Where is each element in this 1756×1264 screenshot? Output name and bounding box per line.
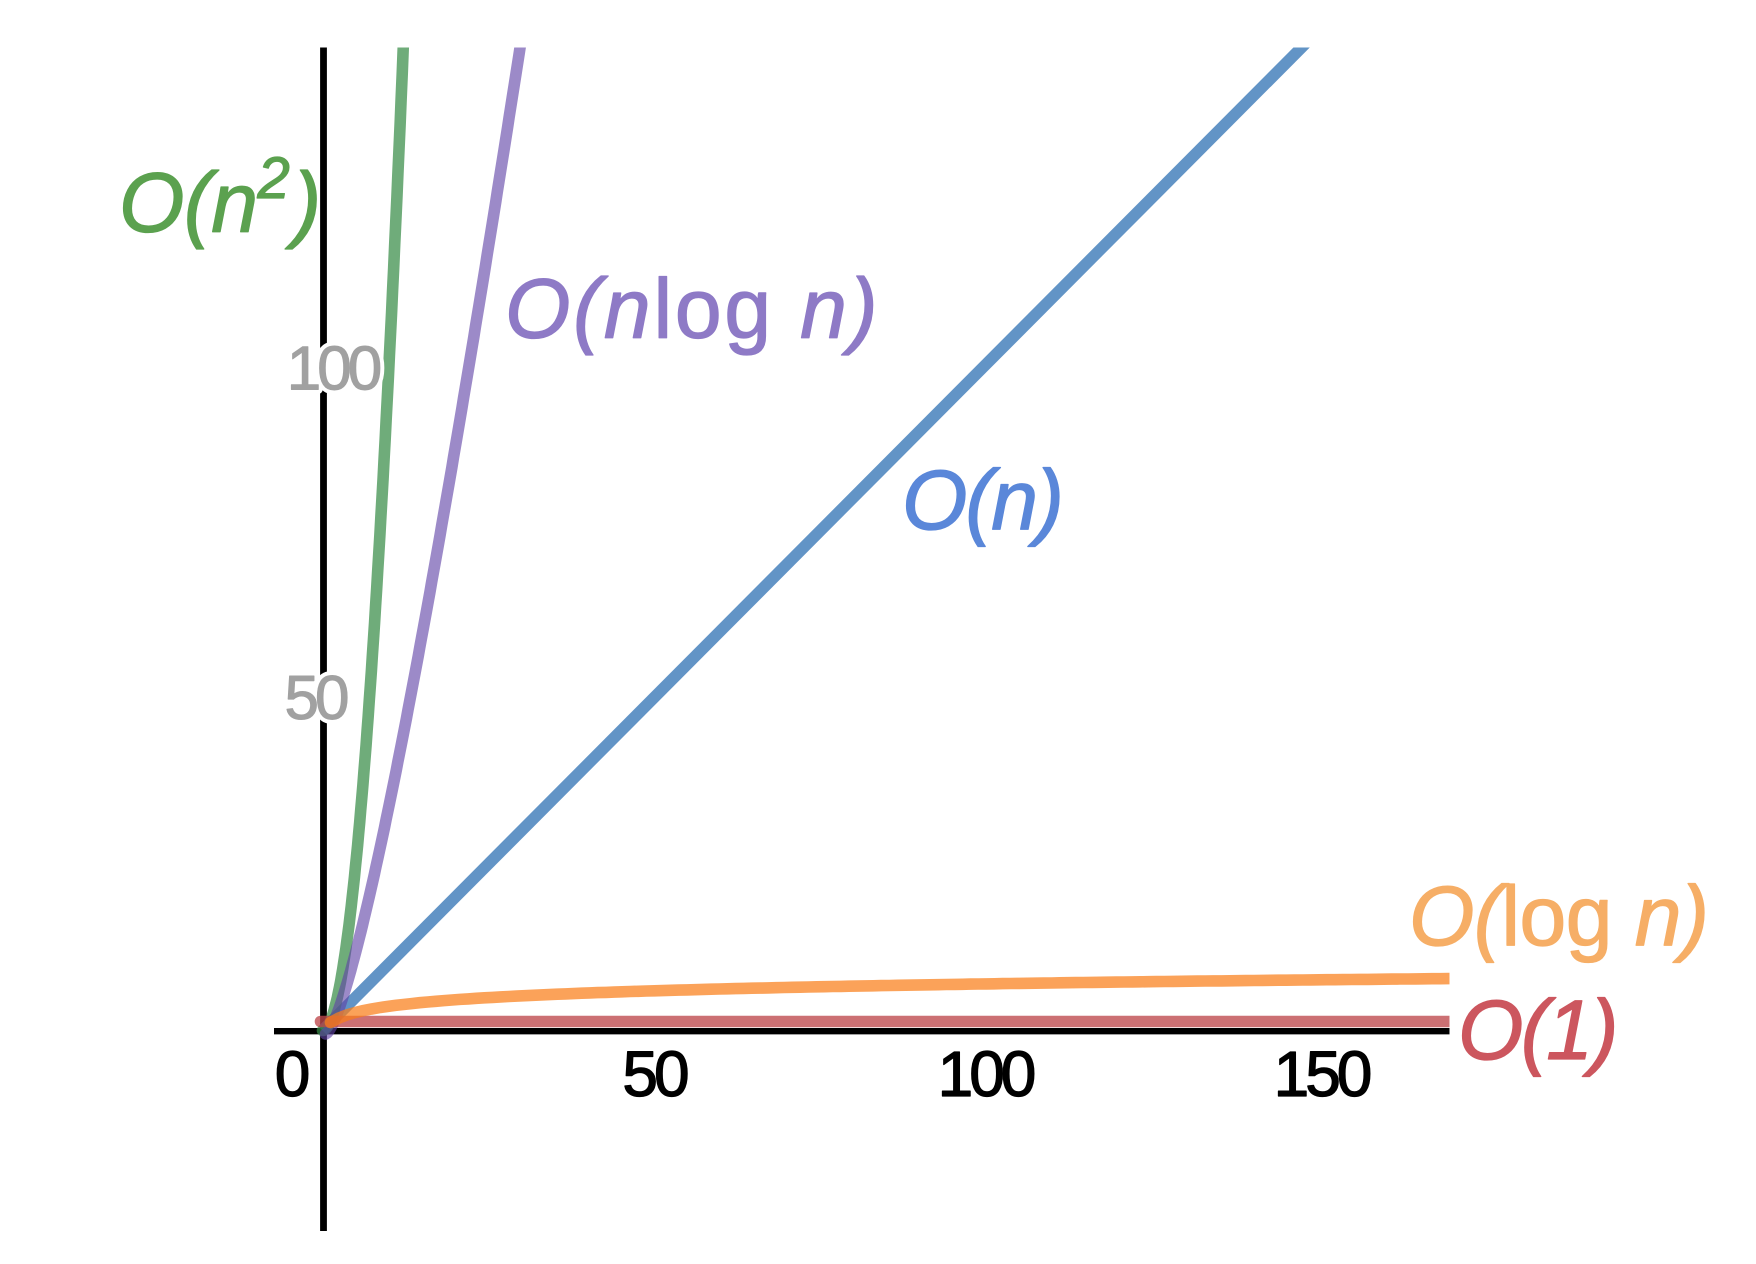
svg-text:O(n): O(n) <box>902 453 1062 547</box>
svg-text:150: 150 <box>1274 1038 1371 1110</box>
svg-text:50: 50 <box>622 1038 688 1110</box>
svg-text:100: 100 <box>287 335 381 404</box>
svg-text:O(n2): O(n2) <box>119 146 321 250</box>
svg-text:100: 100 <box>287 335 381 404</box>
svg-text:0: 0 <box>275 1038 309 1110</box>
svg-text:O(nlog n): O(nlog n) <box>505 262 880 356</box>
svg-text:O(log n): O(log n) <box>1409 869 1708 963</box>
svg-text:O(1): O(1) <box>1458 983 1616 1077</box>
svg-text:50: 50 <box>285 664 348 733</box>
svg-text:50: 50 <box>285 664 348 733</box>
svg-text:100: 100 <box>938 1038 1035 1110</box>
